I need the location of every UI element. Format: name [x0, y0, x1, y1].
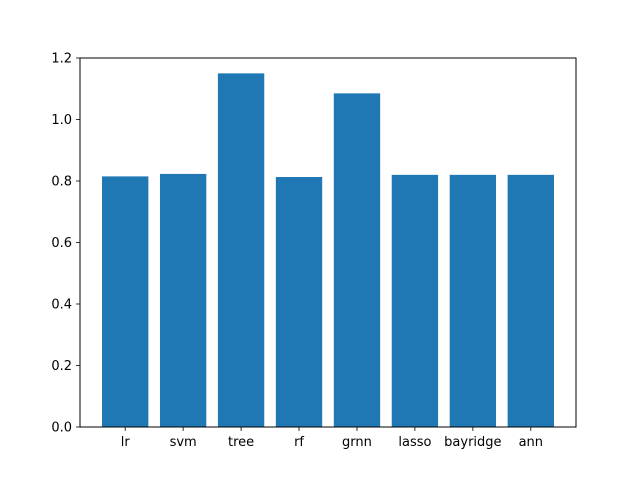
y-tick-label: 0.0: [51, 421, 72, 436]
bar-svm: [159, 173, 207, 427]
bar-rf: [275, 177, 323, 427]
bar-tree: [217, 73, 265, 427]
y-tick-label: 1.0: [51, 113, 72, 128]
bar-ann: [507, 174, 554, 427]
x-tick-label-grnn: grnn: [342, 435, 372, 450]
bars-layer: [102, 73, 554, 428]
y-tick-label: 0.6: [51, 236, 72, 251]
y-tick-label: 0.2: [51, 359, 72, 374]
y-tick-label: 0.8: [51, 175, 72, 190]
bar-grnn: [333, 93, 381, 428]
bar-lr: [102, 176, 149, 427]
y-axis: 0.0 0.2 0.4 0.6 0.8 1.0 1.2: [51, 52, 80, 436]
y-tick-label: 1.2: [51, 52, 72, 67]
bar-lasso: [391, 174, 439, 427]
x-tick-label-rf: rf: [294, 435, 304, 450]
x-tick-label-lr: lr: [121, 435, 131, 450]
x-tick-label-bayridge: bayridge: [444, 435, 501, 450]
bar-bayridge: [449, 174, 497, 427]
x-tick-label-svm: svm: [170, 435, 197, 450]
x-axis: lr svm tree rf grnn lasso bayridge ann: [121, 427, 543, 450]
x-tick-label-ann: ann: [519, 435, 543, 450]
plot-frame: [79, 57, 577, 428]
y-tick-label: 0.4: [51, 298, 72, 313]
x-tick-label-tree: tree: [228, 435, 254, 450]
x-tick-label-lasso: lasso: [398, 435, 431, 450]
